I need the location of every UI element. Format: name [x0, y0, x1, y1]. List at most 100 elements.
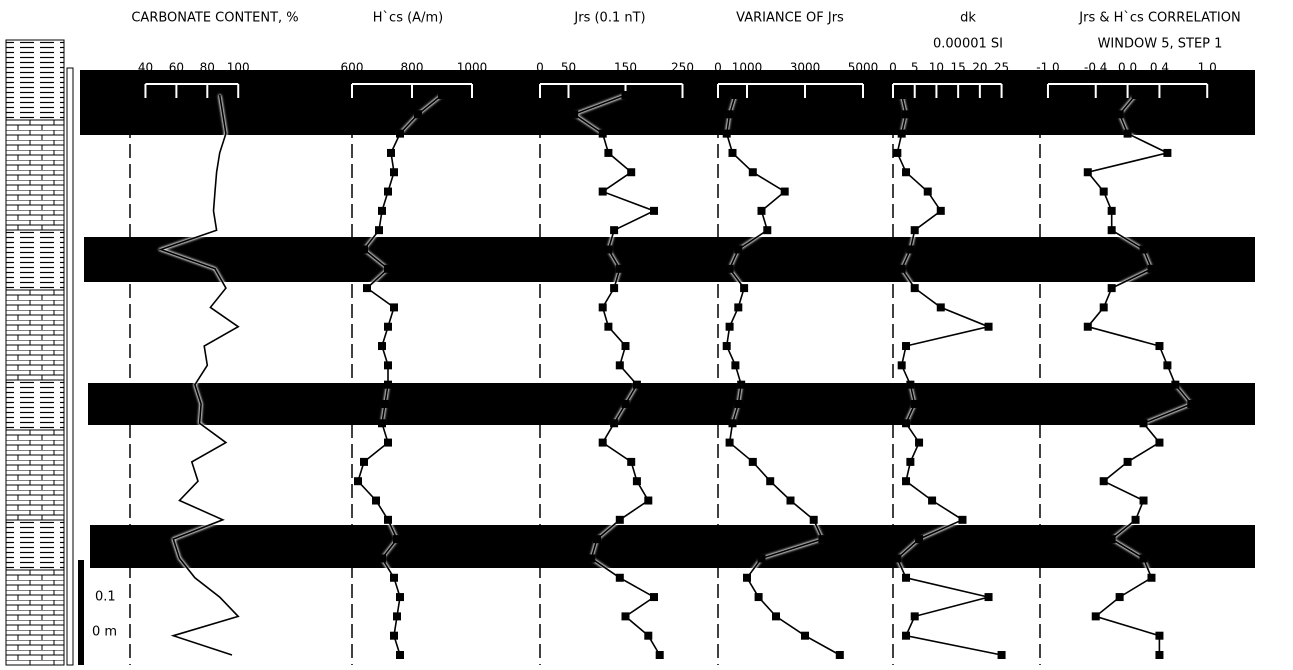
panel-title: VARIANCE OF Jrs	[736, 11, 844, 26]
data-point	[924, 188, 932, 196]
data-point	[911, 612, 919, 620]
data-point	[622, 400, 630, 408]
data-point	[766, 477, 774, 485]
data-point	[893, 149, 901, 157]
data-point	[1140, 554, 1148, 562]
data-point	[1108, 207, 1116, 215]
data-point	[616, 574, 624, 582]
data-point	[1124, 130, 1132, 138]
data-point	[810, 516, 818, 524]
data-point	[616, 265, 624, 273]
data-point	[627, 168, 635, 176]
data-point	[902, 632, 910, 640]
panel-title: Jrs (0.1 nT)	[573, 11, 645, 26]
data-point	[438, 91, 446, 99]
data-point	[898, 91, 906, 99]
data-point	[610, 226, 618, 234]
data-point	[1140, 245, 1148, 253]
data-point	[1132, 91, 1140, 99]
lithology-column	[6, 40, 84, 665]
x-tick-label: 5	[911, 61, 919, 75]
data-point	[937, 207, 945, 215]
dark-bands	[80, 70, 1255, 568]
data-point	[734, 245, 742, 253]
data-point	[393, 612, 401, 620]
data-point	[726, 265, 734, 273]
data-point	[384, 323, 392, 331]
data-point	[1116, 593, 1124, 601]
data-point	[1108, 284, 1116, 292]
panel-title: H`cs (A/m)	[373, 11, 443, 26]
data-line	[358, 95, 442, 655]
data-point	[390, 303, 398, 311]
x-tick-label: 50	[561, 61, 576, 75]
x-tick-label: -1.0	[1036, 61, 1059, 75]
data-point	[749, 458, 757, 466]
data-point	[633, 477, 641, 485]
x-tick-label: 800	[401, 61, 424, 75]
data-point	[650, 207, 658, 215]
data-point	[360, 458, 368, 466]
data-point	[902, 168, 910, 176]
data-point	[599, 439, 607, 447]
data-point	[375, 226, 383, 234]
data-point	[378, 554, 386, 562]
data-point	[390, 574, 398, 582]
data-point	[772, 612, 780, 620]
data-point	[726, 323, 734, 331]
x-tick-label: 80	[200, 61, 215, 75]
x-tick-label: 60	[169, 61, 184, 75]
data-point	[390, 168, 398, 176]
data-point	[937, 303, 945, 311]
x-tick-label: 0.0	[1118, 61, 1137, 75]
figure: 0.1 0 m CARBONATE CONTENT, %406080100H`c…	[0, 0, 1293, 670]
data-point	[755, 593, 763, 601]
data-point	[616, 361, 624, 369]
panel-subtitle: WINDOW 5, STEP 1	[1098, 37, 1223, 52]
data-point	[928, 497, 936, 505]
x-tick-label: 1000	[457, 61, 488, 75]
data-point	[616, 516, 624, 524]
data-point	[593, 535, 601, 543]
data-point	[381, 400, 389, 408]
data-line	[727, 95, 840, 655]
data-point	[1100, 477, 1108, 485]
data-point	[1124, 458, 1132, 466]
data-point	[906, 458, 914, 466]
data-point	[906, 381, 914, 389]
x-tick-label: 0	[536, 61, 544, 75]
data-point	[1116, 110, 1124, 118]
data-point	[898, 265, 906, 273]
data-point	[354, 477, 362, 485]
data-point	[911, 400, 919, 408]
data-point	[902, 574, 910, 582]
data-point	[911, 226, 919, 234]
x-tick-label: 150	[614, 61, 637, 75]
data-point	[1171, 381, 1179, 389]
panel-title: dk	[960, 11, 976, 26]
data-point	[1155, 632, 1163, 640]
data-point	[763, 226, 771, 234]
x-tick-label: 0.4	[1150, 61, 1169, 75]
data-point	[384, 381, 392, 389]
data-point	[1100, 303, 1108, 311]
data-point	[604, 245, 612, 253]
data-point	[734, 303, 742, 311]
data-point	[729, 149, 737, 157]
data-point	[1092, 612, 1100, 620]
data-point	[740, 284, 748, 292]
data-point	[898, 130, 906, 138]
data-point	[393, 535, 401, 543]
data-point	[599, 130, 607, 138]
data-point	[958, 516, 966, 524]
scale-label: 0.1	[95, 590, 116, 605]
data-point	[1155, 439, 1163, 447]
data-point	[627, 458, 635, 466]
data-point	[758, 554, 766, 562]
data-point	[599, 188, 607, 196]
data-point	[902, 419, 910, 427]
data-point	[1108, 226, 1116, 234]
data-point	[1108, 535, 1116, 543]
data-point	[622, 612, 630, 620]
data-point	[906, 245, 914, 253]
